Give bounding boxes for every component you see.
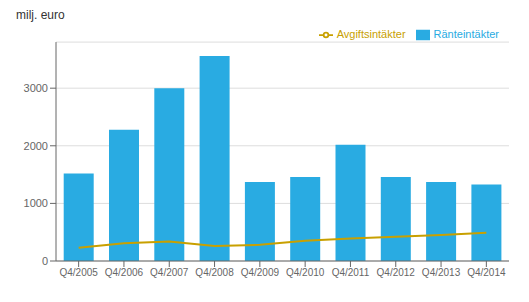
html-text:Avgiftsintäkter: Avgiftsintäkter bbox=[336, 28, 406, 40]
svg-text:Q4/2014: Q4/2014 bbox=[467, 267, 506, 278]
svg-text:Q4/2005: Q4/2005 bbox=[59, 267, 98, 278]
svg-text:Q4/2011: Q4/2011 bbox=[332, 267, 370, 278]
svg-text:3000: 3000 bbox=[24, 82, 48, 94]
svg-text:Q4/2009: Q4/2009 bbox=[241, 267, 280, 278]
svg-text:Q4/2007: Q4/2007 bbox=[150, 267, 189, 278]
svg-text:Q4/2012: Q4/2012 bbox=[377, 267, 416, 278]
svg-text:Q4/2010: Q4/2010 bbox=[286, 267, 325, 278]
html-text:milj. euro: milj. euro bbox=[16, 8, 65, 22]
svg-text:1000: 1000 bbox=[24, 197, 48, 209]
svg-text:2000: 2000 bbox=[24, 140, 48, 152]
svg-text:Q4/2006: Q4/2006 bbox=[105, 267, 144, 278]
html-text:Ränteintäkter: Ränteintäkter bbox=[433, 28, 499, 40]
svg-text:Q4/2013: Q4/2013 bbox=[422, 267, 461, 278]
svg-text:0: 0 bbox=[42, 255, 48, 267]
svg-text:Q4/2008: Q4/2008 bbox=[195, 267, 234, 278]
